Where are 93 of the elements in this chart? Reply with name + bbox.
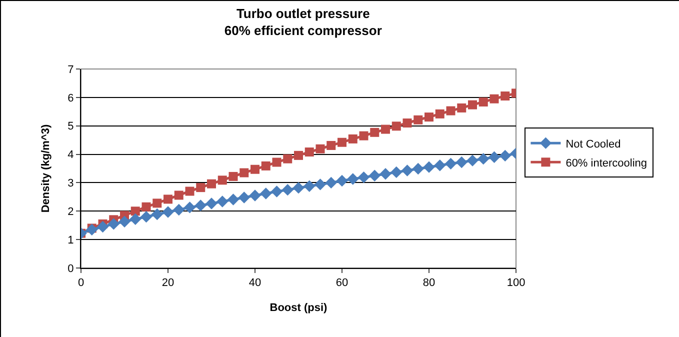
point — [444, 158, 457, 170]
point — [414, 115, 423, 124]
point — [270, 186, 283, 198]
point — [118, 216, 130, 228]
point — [194, 200, 206, 212]
point — [238, 192, 250, 204]
point — [184, 202, 196, 214]
point — [240, 168, 249, 178]
point — [162, 206, 174, 218]
y-tick-label: 0 — [68, 262, 74, 275]
y-tick-label: 3 — [68, 178, 74, 190]
x-tick-label: 40 — [248, 277, 262, 290]
point — [316, 144, 325, 154]
x-tick-label: 0 — [78, 277, 84, 290]
point — [164, 194, 172, 204]
point — [338, 138, 346, 147]
point — [218, 176, 227, 185]
point — [130, 206, 140, 216]
point — [412, 162, 424, 175]
point — [261, 161, 270, 170]
y-tick-label: 4 — [68, 149, 74, 162]
point — [325, 176, 337, 189]
point — [358, 171, 370, 184]
point — [402, 118, 412, 128]
point — [392, 122, 401, 131]
point — [424, 112, 434, 122]
point — [304, 148, 314, 157]
chart-title: Turbo outlet pressure 60% efficient compressor — [224, 6, 382, 38]
point — [86, 224, 98, 236]
y-tick-label: 5 — [68, 120, 74, 133]
point — [304, 180, 316, 192]
x-tick-label: 80 — [422, 277, 436, 290]
point — [108, 218, 120, 230]
point — [228, 172, 238, 181]
point — [314, 178, 326, 190]
point — [368, 170, 380, 182]
point — [250, 164, 260, 174]
point — [207, 179, 216, 188]
x-tick-label: 20 — [162, 277, 174, 290]
point — [347, 173, 359, 185]
point — [446, 106, 456, 116]
point — [478, 152, 490, 165]
point — [173, 204, 185, 216]
point — [249, 190, 261, 202]
point — [227, 194, 240, 206]
y-axis-title: Density (kg/m^3) — [40, 124, 52, 213]
x-tick-label: 60 — [336, 277, 348, 290]
point — [466, 154, 478, 166]
point — [499, 150, 511, 162]
point — [283, 154, 292, 164]
x-axis-title: Boost (psi) — [270, 302, 328, 314]
y-tick-label: 2 — [68, 206, 74, 218]
x-tick-label: 100 — [506, 277, 526, 290]
point — [456, 156, 468, 168]
point — [500, 92, 510, 101]
point — [216, 196, 228, 208]
point — [490, 94, 499, 104]
point — [478, 97, 488, 106]
point — [326, 140, 336, 150]
point — [272, 158, 282, 167]
point — [370, 128, 380, 137]
y-tick-label: 6 — [68, 92, 74, 104]
point — [260, 188, 272, 200]
point — [282, 184, 294, 196]
point — [336, 174, 348, 187]
point — [359, 131, 368, 140]
point — [434, 160, 446, 172]
point — [468, 100, 477, 110]
point — [151, 208, 163, 220]
point — [488, 151, 500, 163]
y-tick-label: 7 — [68, 64, 74, 76]
point — [348, 134, 358, 144]
point — [130, 213, 142, 225]
point — [381, 124, 390, 134]
legend-label: Not Cooled — [566, 138, 621, 150]
point — [292, 182, 304, 194]
point — [294, 150, 303, 160]
point — [142, 202, 151, 212]
point — [140, 210, 152, 223]
point — [401, 164, 414, 176]
point — [423, 161, 435, 173]
point — [380, 168, 392, 180]
point — [185, 186, 194, 196]
point — [174, 190, 184, 200]
point — [390, 166, 402, 178]
point — [152, 198, 162, 208]
point — [96, 220, 109, 233]
point — [196, 183, 206, 192]
legend-label: 60% intercooling — [566, 157, 648, 170]
point — [435, 109, 444, 118]
point — [457, 103, 466, 112]
y-tick-label: 1 — [68, 234, 74, 246]
point — [206, 198, 218, 210]
